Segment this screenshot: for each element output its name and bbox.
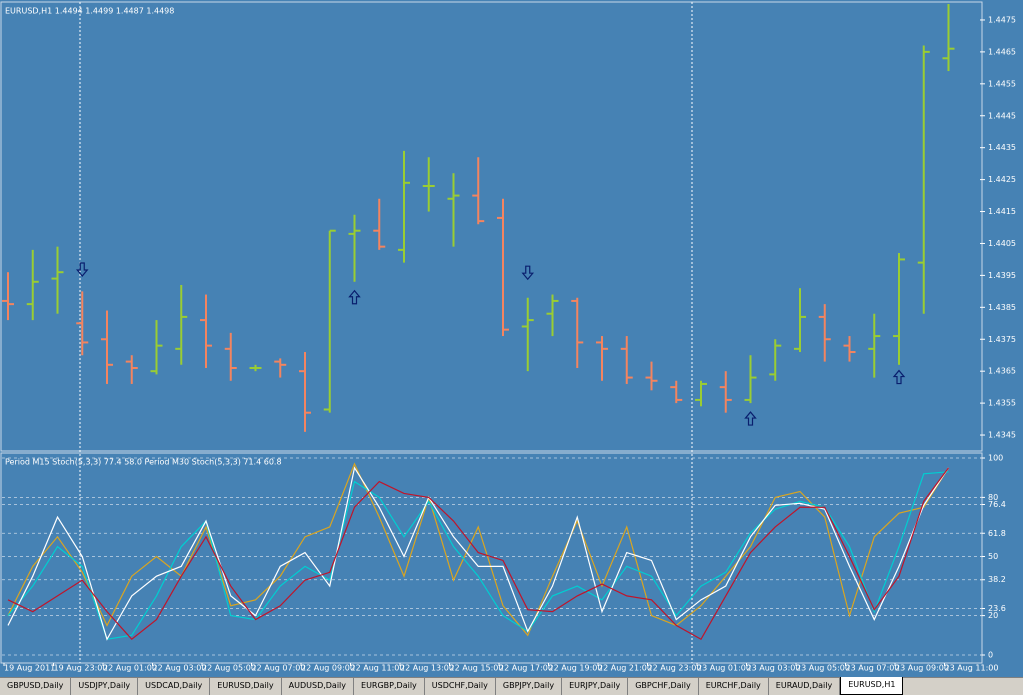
symbol-tab[interactable]: EURGBP,Daily (354, 678, 425, 695)
indicator-header: Period M15 Stoch(5,3,3) 77.4 58.0 Period… (5, 458, 282, 467)
y-tick-label: 0 (988, 651, 993, 660)
y-tick-label: 1.4425 (988, 175, 1016, 184)
x-tick-label: 19 Aug 2011 (4, 664, 55, 673)
symbol-tab[interactable]: USDCHF,Daily (425, 678, 496, 695)
x-tick-label: 23 Aug 01:00 (697, 664, 751, 673)
symbol-tabs: GBPUSD,Daily USDJPY,Daily USDCAD,Daily EURU… (0, 677, 1023, 695)
symbol-tab[interactable]: USDCAD,Daily (138, 678, 211, 695)
y-tick-label: 1.4435 (988, 143, 1016, 152)
y-tick-label: 1.4355 (988, 399, 1016, 408)
y-tick-label: 80 (988, 493, 998, 502)
x-tick-label: 22 Aug 13:00 (400, 664, 454, 673)
y-tick-label: 76.4 (988, 500, 1006, 509)
symbol-tab[interactable]: EURUSD,Daily (210, 678, 282, 695)
x-tick-label: 22 Aug 21:00 (598, 664, 652, 673)
x-tick-label: 22 Aug 19:00 (549, 664, 603, 673)
y-tick-label: 1.4345 (988, 431, 1016, 440)
y-tick-label: 1.4415 (988, 207, 1016, 216)
stoch-line (7, 462, 950, 637)
terminal-chart: EURUSD,H1 1.4494 1.4499 1.4487 1.4498 Pe… (0, 0, 1023, 677)
symbol-tab[interactable]: GBPCHF,Daily (628, 678, 699, 695)
signal-arrow (892, 369, 906, 385)
signal-arrow (521, 265, 535, 281)
symbol-tab[interactable]: EURCHF,Daily (699, 678, 769, 695)
x-tick-label: 23 Aug 05:00 (796, 664, 850, 673)
symbol-tab[interactable]: EURUSD,H1 (840, 677, 904, 695)
y-tick-label: 20 (988, 611, 998, 620)
stoch-line (7, 467, 949, 641)
y-tick-label: 61.8 (988, 529, 1006, 538)
background (0, 0, 1023, 677)
symbol-tab[interactable]: USDJPY,Daily (71, 678, 139, 695)
x-tick-label: 22 Aug 11:00 (351, 664, 405, 673)
x-tick-label: 22 Aug 07:00 (252, 664, 306, 673)
symbol-tab[interactable]: GBPUSD,Daily (0, 678, 72, 695)
x-tick-label: 23 Aug 03:00 (747, 664, 801, 673)
y-tick-label: 1.4445 (988, 111, 1016, 120)
x-tick-label: 19 Aug 23:00 (54, 664, 108, 673)
price-pane (0, 1, 983, 452)
x-tick-label: 23 Aug 11:00 (945, 664, 999, 673)
y-tick-label: 1.4455 (988, 79, 1016, 88)
x-tick-label: 22 Aug 15:00 (450, 664, 504, 673)
signal-arrow (744, 411, 757, 426)
signal-arrow (348, 289, 361, 305)
x-tick-label: 22 Aug 03:00 (153, 664, 207, 673)
x-tick-label: 23 Aug 09:00 (895, 664, 949, 673)
x-tick-label: 23 Aug 07:00 (846, 664, 900, 673)
y-tick-label: 1.4365 (988, 367, 1016, 376)
price-header: EURUSD,H1 1.4494 1.4499 1.4487 1.4498 (5, 7, 174, 16)
x-tick-label: 22 Aug 09:00 (301, 664, 355, 673)
y-tick-label: 1.4385 (988, 303, 1016, 312)
x-tick-label: 22 Aug 01:00 (103, 664, 157, 673)
y-tick-label: 1.4475 (988, 15, 1016, 24)
y-tick-label: 1.4375 (988, 335, 1016, 344)
signal-arrow (75, 262, 89, 277)
y-tick-label: 1.4395 (988, 271, 1016, 280)
y-tick-label: 38.2 (988, 575, 1006, 584)
x-tick-label: 22 Aug 05:00 (202, 664, 256, 673)
symbol-tab[interactable]: AUDUSD,Daily (282, 678, 355, 695)
symbol-tab[interactable]: EURAUD,Daily (769, 678, 841, 695)
indicator-pane (0, 452, 983, 664)
y-tick-label: 50 (988, 552, 998, 561)
y-tick-label: 1.4465 (988, 47, 1016, 56)
stoch-line (7, 466, 950, 641)
y-tick-label: 1.4405 (988, 239, 1016, 248)
y-tick-label: 100 (988, 454, 1003, 463)
x-tick-label: 22 Aug 23:00 (648, 664, 702, 673)
symbol-tab[interactable]: EURJPY,Daily (562, 678, 629, 695)
x-tick-label: 22 Aug 17:00 (499, 664, 553, 673)
symbol-tab[interactable]: GBPJPY,Daily (496, 678, 563, 695)
y-tick-label: 23.6 (988, 604, 1006, 613)
